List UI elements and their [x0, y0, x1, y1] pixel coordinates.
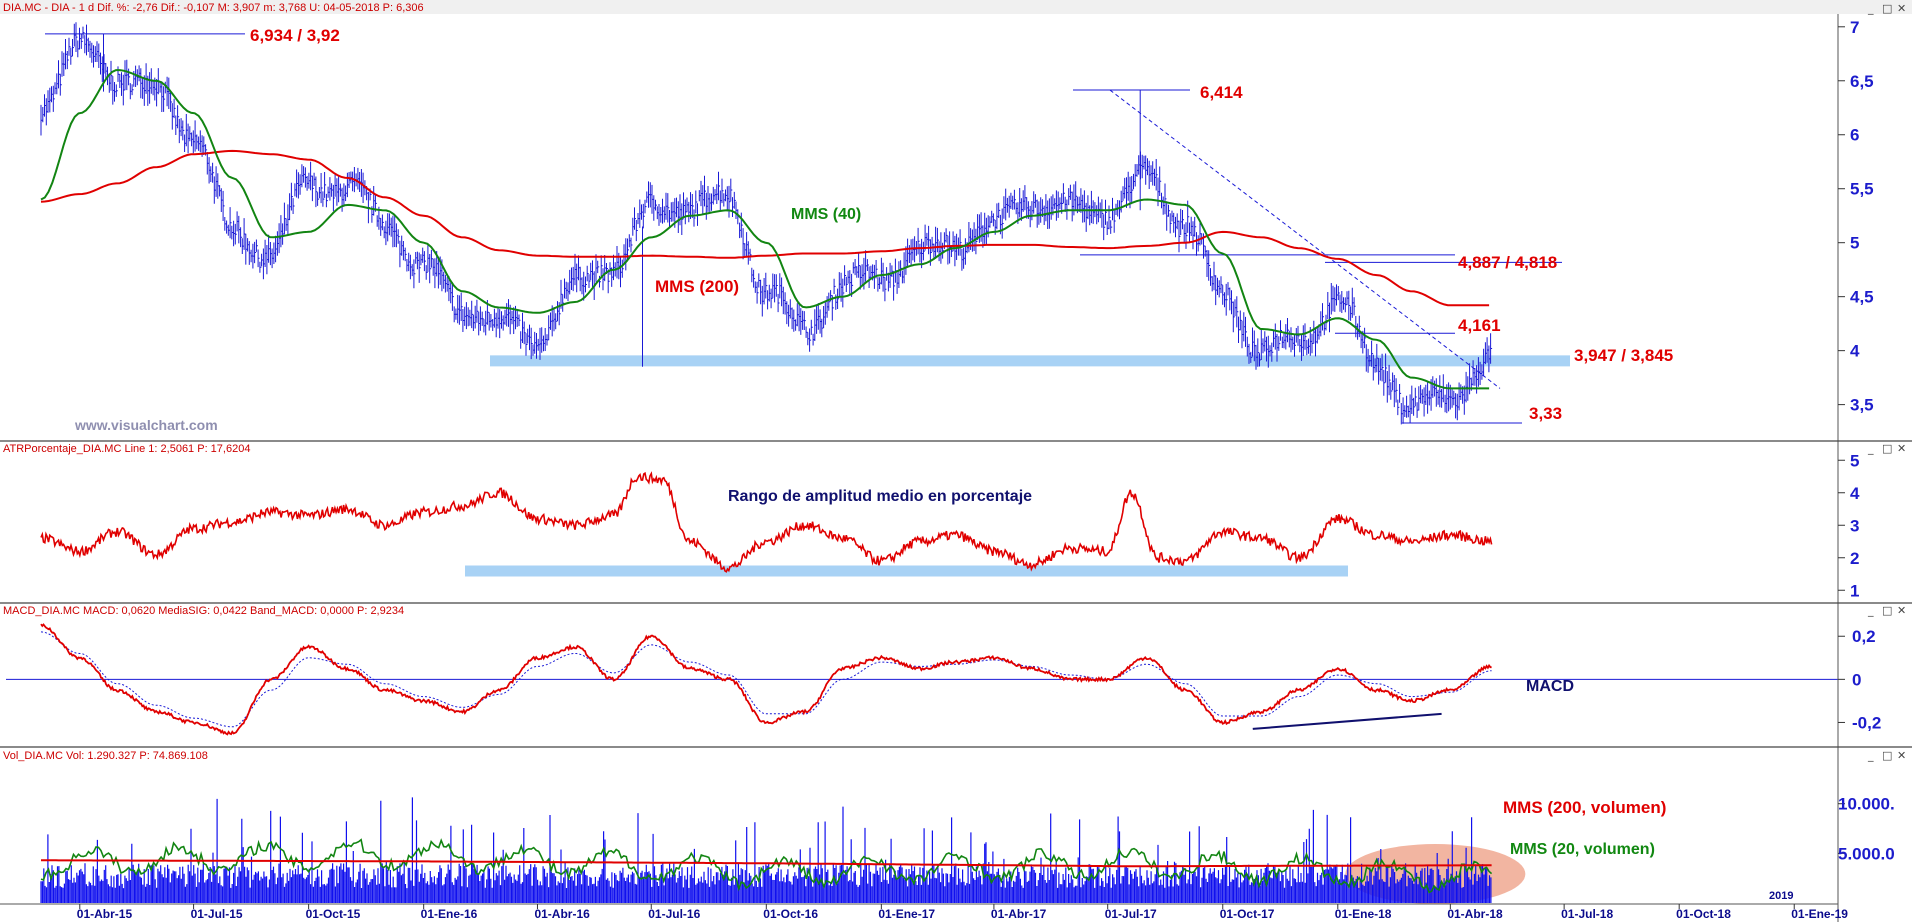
trend-line: [1109, 89, 1501, 389]
y-tick-label: 5,5: [1850, 180, 1874, 199]
volume-mms20-line: [40, 838, 1493, 894]
axes: 7 6,5 6 5,5 5 4,5 4 3,5 5 4 3 2 1 0,2 0 -0,2 10.000. 5.00…: [0, 14, 1912, 922]
volume-mms200-line: [41, 859, 1492, 868]
x-tick-label: 01-Abr-16: [534, 907, 590, 921]
minimize-icon[interactable]: _: [1867, 749, 1874, 762]
year-tag: 2019: [1769, 890, 1793, 902]
x-tick-label: 01-Oct-16: [763, 907, 818, 921]
close-icon[interactable]: ✕: [1897, 2, 1906, 15]
atr-panel[interactable]: [40, 471, 1493, 577]
y-tick-label: 7: [1850, 18, 1859, 37]
x-tick-label: 01-Jul-18: [1561, 907, 1613, 921]
x-tick-label: 01-Abr-18: [1447, 907, 1503, 921]
macd-panel[interactable]: [6, 623, 1838, 736]
maximize-icon[interactable]: □: [1882, 2, 1892, 15]
close-icon[interactable]: ✕: [1897, 442, 1906, 455]
x-tick-label: 01-Jul-15: [191, 907, 243, 921]
price-panel[interactable]: [40, 22, 1570, 425]
annotation-4161: 4,161: [1458, 316, 1501, 335]
macd-line: [40, 623, 1492, 736]
x-tick-label: 01-Ene-19: [1791, 907, 1848, 921]
volume-header: Vol_DIA.MC Vol: 1.290.327 P: 74.869.108: [3, 750, 208, 762]
watermark: www.visualchart.com: [74, 417, 218, 433]
y-tick-label: 10.000.: [1838, 795, 1895, 814]
price-window-buttons[interactable]: _ □ ✕: [1867, 2, 1906, 15]
atr-window-buttons[interactable]: _ □ ✕: [1867, 442, 1906, 455]
x-tick-label: 01-Oct-17: [1220, 907, 1275, 921]
atr-header: ATRPorcentaje_DIA.MC Line 1: 2,5061 P: 1…: [3, 443, 250, 455]
annotation-peak-2017: 6,414: [1200, 83, 1243, 102]
x-tick-label: 01-Oct-18: [1676, 907, 1731, 921]
price-bars: [40, 22, 1493, 425]
divergence-line: [1252, 712, 1442, 730]
header-bar: [0, 0, 1912, 14]
mms200-line: [40, 149, 1490, 307]
annotation-vol-20: MMS (20, volumen): [1510, 841, 1655, 858]
y-tick-label: 4,5: [1850, 288, 1874, 307]
y-tick-label: 1: [1850, 581, 1859, 600]
annotation-high: 6,934 / 3,92: [250, 26, 340, 45]
y-tick-label: 6: [1850, 126, 1859, 145]
macd-header: MACD_DIA.MC MACD: 0,0620 MediaSIG: 0,042…: [3, 605, 404, 617]
y-tick-label: 4: [1850, 484, 1860, 503]
maximize-icon[interactable]: □: [1882, 604, 1892, 617]
x-tick-label: 01-Abr-15: [77, 907, 133, 921]
atr-line: [40, 471, 1493, 573]
volume-panel[interactable]: [40, 797, 1526, 904]
y-tick-label: 5.000.0: [1838, 844, 1895, 863]
x-tick-label: 01-Jul-16: [648, 907, 700, 921]
header-text: DIA.MC - DIA - 1 d Dif. %: -2,76 Dif.: -…: [3, 2, 424, 14]
x-tick-label: 01-Oct-15: [306, 907, 361, 921]
minimize-icon[interactable]: _: [1867, 442, 1874, 455]
volume-window-buttons[interactable]: _ □ ✕: [1867, 749, 1906, 762]
macd-window-buttons[interactable]: _ □ ✕: [1867, 604, 1906, 617]
annotation-atr: Rango de amplitud medio en porcentaje: [728, 488, 1032, 505]
close-icon[interactable]: ✕: [1897, 604, 1906, 617]
annotation-low: 3,33: [1529, 404, 1562, 423]
x-tick-label: 01-Ene-16: [421, 907, 478, 921]
y-tick-label: 5: [1850, 234, 1859, 253]
volume-bars: [40, 797, 1492, 903]
x-tick-label: 01-Abr-17: [991, 907, 1047, 921]
mms40-line: [40, 69, 1490, 390]
x-tick-label: 01-Jul-17: [1105, 907, 1157, 921]
y-tick-label: -0,2: [1852, 713, 1881, 732]
y-tick-label: 0,2: [1852, 627, 1876, 646]
annotation-macd: MACD: [1526, 678, 1574, 695]
support-band: [490, 355, 1570, 367]
maximize-icon[interactable]: □: [1882, 442, 1892, 455]
annotation-vol-200: MMS (200, volumen): [1503, 798, 1666, 817]
y-tick-label: 5: [1850, 451, 1859, 470]
x-tick-label: 01-Ene-18: [1335, 907, 1392, 921]
close-icon[interactable]: ✕: [1897, 749, 1906, 762]
minimize-icon[interactable]: _: [1867, 2, 1874, 15]
annotation-mms200: MMS (200): [655, 277, 739, 296]
annotation-mms40: MMS (40): [791, 206, 861, 223]
atr-band: [465, 565, 1348, 577]
annotation-resistance: 4,887 / 4,818: [1458, 253, 1557, 272]
minimize-icon[interactable]: _: [1867, 604, 1874, 617]
y-tick-label: 0: [1852, 670, 1861, 689]
y-tick-label: 4: [1850, 342, 1860, 361]
y-tick-label: 6,5: [1850, 72, 1874, 91]
y-tick-label: 3: [1850, 516, 1859, 535]
maximize-icon[interactable]: □: [1882, 749, 1892, 762]
macd-signal-line: [40, 631, 1492, 728]
y-tick-label: 3,5: [1850, 396, 1874, 415]
x-tick-label: 01-Ene-17: [878, 907, 935, 921]
y-tick-label: 2: [1850, 549, 1859, 568]
annotation-support: 3,947 / 3,845: [1574, 346, 1673, 365]
